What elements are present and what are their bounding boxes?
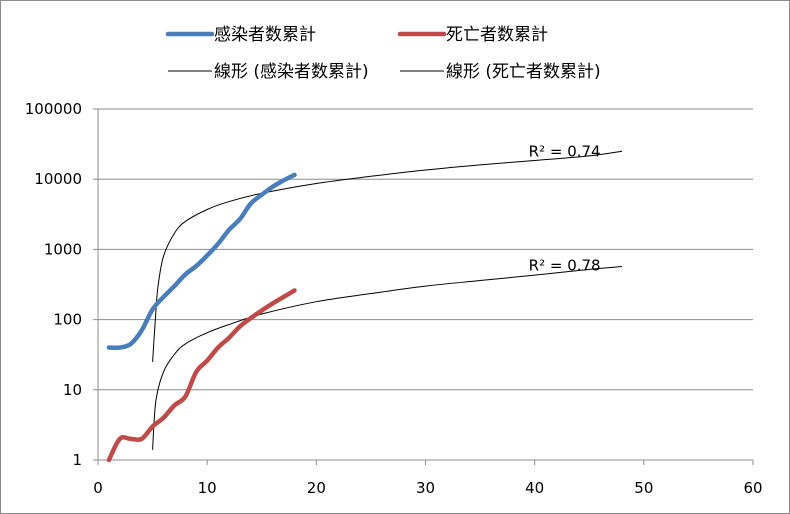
series-line-0 (106, 172, 297, 351)
x-tick-label: 30 (416, 479, 435, 497)
x-tick-label: 60 (743, 479, 762, 497)
trendlines (152, 150, 623, 450)
x-tick-label: 20 (307, 479, 326, 497)
gridlines (98, 108, 753, 391)
y-tick-label: 1 (72, 451, 82, 469)
y-tick-label: 10000 (34, 170, 82, 188)
x-tick-label: 10 (198, 479, 217, 497)
r-squared-label-1: R² = 0.78 (529, 257, 601, 275)
legend-label-infected: 感染者数累計 (214, 25, 316, 45)
tick-labels: 1 10 100 1000 10000 100000 0 10 20 30 40 50 60 (25, 100, 763, 497)
legend: 感染者数累計 死亡者数累計 線形 (感染者数累計) 線形 (死亡者数累計) (165, 25, 601, 82)
r-squared-label-0: R² = 0.74 (529, 143, 601, 161)
trendline-0 (152, 150, 623, 362)
legend-label-trend-deaths: 線形 (死亡者数累計) (446, 62, 601, 82)
legend-label-trend-infected: 線形 (感染者数累計) (214, 62, 369, 82)
y-tick-label: 10 (63, 381, 82, 399)
x-tick-label: 50 (634, 479, 653, 497)
trendline-1 (152, 266, 623, 450)
series-line-1 (106, 288, 297, 463)
y-tick-label: 1000 (44, 240, 82, 258)
legend-label-deaths: 死亡者数累計 (446, 25, 548, 45)
axes (93, 108, 754, 465)
x-tick-label: 0 (93, 479, 103, 497)
y-tick-label: 100000 (25, 100, 82, 118)
r-squared-labels: R² = 0.74 R² = 0.78 (529, 143, 601, 275)
y-tick-label: 100 (53, 311, 82, 329)
series-lines (106, 172, 297, 463)
x-tick-label: 40 (525, 479, 544, 497)
